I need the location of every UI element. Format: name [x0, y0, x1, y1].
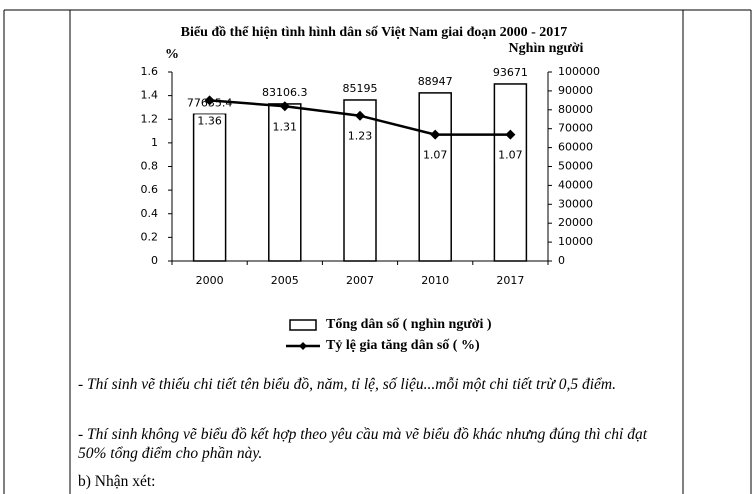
label-box: [345, 129, 375, 144]
y-tick-label: 0.2: [141, 230, 159, 243]
legend-label: Tỷ lệ gia tăng dân số ( %): [326, 338, 480, 353]
bar-value-label: 83106.3: [262, 86, 308, 99]
label-box: [269, 120, 300, 135]
y-tick-label: 0: [151, 254, 158, 267]
legend-label: Tổng dân số ( nghìn người ): [326, 317, 492, 332]
y-tick-label: 0.6: [141, 183, 159, 196]
y2-axis-label: Nghìn người: [509, 41, 584, 56]
x-tick-label: 2007: [346, 274, 374, 287]
x-tick-label: 2017: [496, 274, 524, 287]
label-box: [420, 148, 451, 163]
bar: [192, 113, 227, 262]
line-value-label: 1.36: [197, 114, 222, 127]
y2-tick-label: 0: [558, 254, 565, 267]
x-tick-label: 2010: [421, 274, 449, 287]
line-marker: [279, 101, 290, 112]
y2-tick-label: 40000: [558, 178, 593, 191]
y-tick-label: 1.6: [141, 65, 159, 78]
y2-tick-label: 60000: [558, 141, 593, 154]
y-tick-label: 1: [151, 136, 158, 149]
y2-tick-label: 30000: [558, 197, 593, 210]
line-marker: [430, 129, 441, 140]
table-borders: [3, 9, 752, 494]
line-value-label: 1.07: [498, 149, 523, 162]
x-tick-label: 2005: [271, 274, 299, 287]
line-marker: [355, 110, 365, 121]
y2-tick-label: 70000: [558, 122, 593, 135]
bar: [493, 83, 528, 262]
y2-tick-label: 100000: [558, 65, 600, 78]
line-marker: [505, 129, 516, 140]
y-tick-label: 1.4: [141, 89, 159, 102]
bar: [418, 92, 452, 262]
bar-value-label: 88947: [418, 75, 453, 88]
y-axis-label: %: [165, 47, 179, 62]
legend-swatch: [289, 319, 317, 331]
note: - Thí sinh không vẽ biểu đồ kết hợp theo…: [78, 426, 647, 462]
y2-tick-label: 80000: [558, 103, 593, 116]
line-value-label: 1.07: [423, 149, 448, 162]
label-box: [194, 114, 225, 129]
line-value-label: 1.31: [273, 120, 298, 133]
y2-tick-label: 10000: [558, 235, 593, 248]
y2-tick-label: 50000: [558, 160, 593, 173]
x-tick-label: 2000: [196, 274, 224, 287]
bar-value-label: 93671: [493, 66, 528, 79]
line-marker: [204, 95, 215, 106]
y-tick-label: 0.4: [141, 207, 159, 220]
section-heading: b) Nhận xét:: [78, 473, 156, 490]
bar: [343, 99, 377, 262]
y2-tick-label: 90000: [558, 84, 593, 97]
y-tick-label: 1.2: [141, 112, 159, 125]
bar-value-label: 85195: [343, 82, 378, 95]
y2-tick-label: 20000: [558, 216, 593, 229]
note: - Thí sinh vẽ thiếu chi tiết tên biểu đồ…: [78, 376, 616, 393]
label-box: [495, 148, 526, 163]
line-value-label: 1.23: [348, 130, 373, 143]
chart-title: Biểu đồ thể hiện tình hình dân số Việt N…: [181, 25, 568, 40]
legend-marker: [299, 342, 307, 350]
y-tick-label: 0.8: [141, 160, 159, 173]
